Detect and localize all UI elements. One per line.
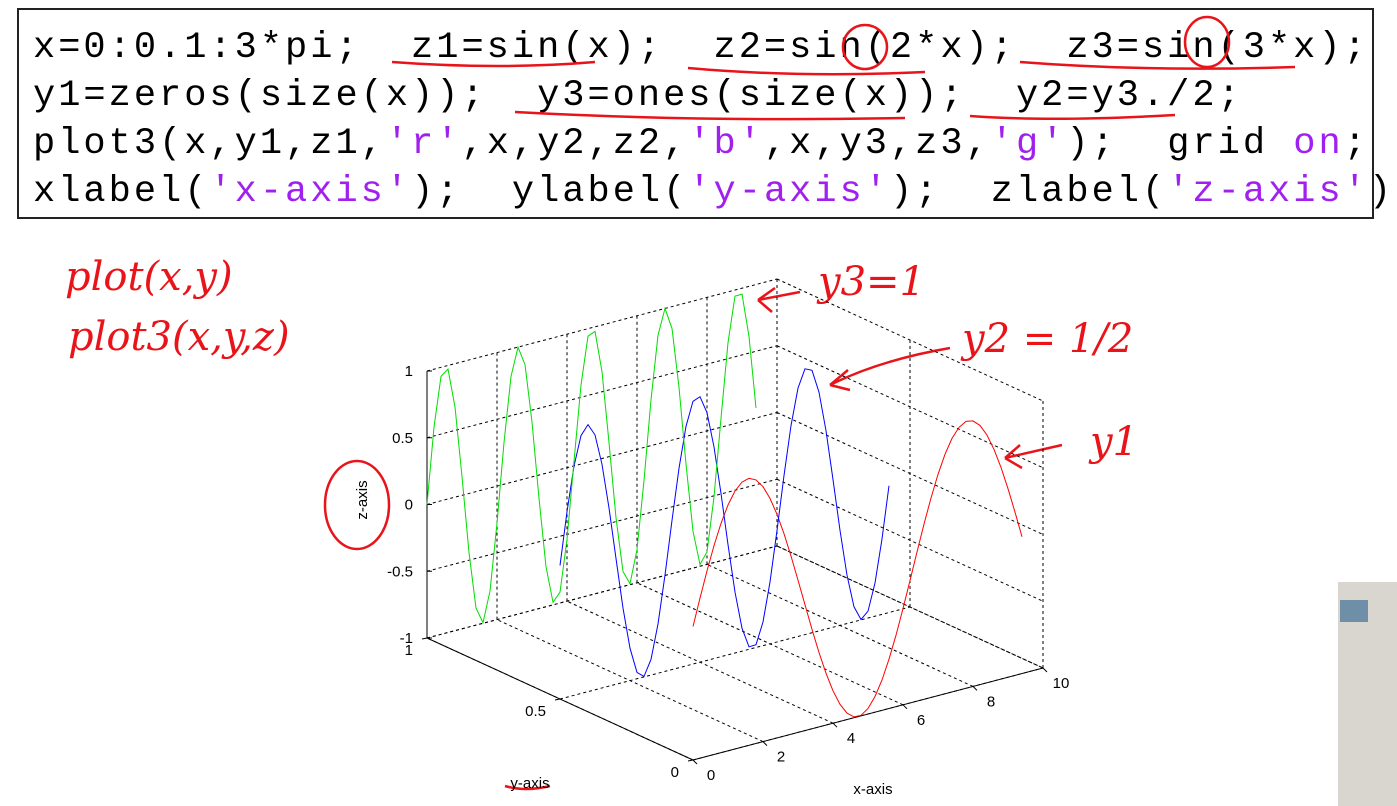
grid-line [776,278,1044,402]
code-text: ); zlabel( [889,171,1168,213]
annotation: y3=1 [816,259,925,305]
code-text: x=0:0.1:3*pi; z1=sin(x); z2=sin(2*x); z3… [33,27,1369,69]
code-line: y1=zeros(size(x)); y3=ones(size(x)); y2=… [33,72,1372,120]
code-string: 'b' [688,123,764,165]
x-tick-label: 2 [777,749,785,766]
circle [1183,15,1231,69]
y-tick-label: 0.5 [525,703,546,720]
y-axis-label: y-axis [510,775,549,792]
code-string: 'y-axis' [688,171,890,213]
arrow [829,346,951,392]
code-string: 'g' [990,123,1067,165]
code-string: 'z-axis' [1167,171,1369,213]
x-axis-label: x-axis [853,781,892,798]
code-text: ,x,y2,z2, [461,123,689,165]
code-string: on [1293,123,1344,165]
circle [841,23,889,71]
tick-mark [687,759,694,762]
code-string: 'r' [385,123,462,165]
z-tick-label: -0.5 [387,563,413,580]
x-tick-label: 10 [1053,675,1070,692]
x-tick-label: 0 [707,767,715,784]
x-tick-label: 6 [917,712,925,729]
z-tick-label: 1 [405,363,413,380]
circle [323,459,391,551]
data-line [426,293,757,625]
code-text: ); [1368,171,1397,213]
code-string: 'x-axis' [209,171,412,213]
code-line: plot3(x,y1,z1,'r',x,y2,z2,'b',x,y3,z3,'g… [33,120,1372,168]
grid-line [426,545,778,639]
annotation: plot3(x,y,z) [68,314,290,360]
z-tick-label: 0.5 [392,430,413,447]
code-text: ); grid [1066,123,1294,165]
grid-line [776,412,1044,535]
code-line: x=0:0.1:3*pi; z1=sin(x); z2=sin(2*x); z3… [33,24,1372,72]
grid-line [426,412,778,505]
z-axis-label: z-axis [354,480,371,519]
arrow [1004,443,1063,470]
x-tick-label: 8 [987,693,995,710]
tick-mark [762,741,768,746]
data-line [559,368,890,678]
handwritten-marks [323,15,1296,791]
y-tick-label: 1 [405,642,413,659]
code-text: xlabel( [33,171,210,213]
underline [391,60,1296,791]
tick-mark [554,698,561,701]
y-tick-label: 0 [671,764,679,781]
code-text: ); ylabel( [411,171,689,213]
z-tick-label: -1 [400,630,413,647]
tick-mark [1042,667,1048,673]
tick-mark [692,759,698,765]
grid-line [776,478,1044,602]
code-text: y1=zeros(size(x)); y3=ones(size(x)); y2=… [33,75,1243,117]
x-tick-label: 4 [847,730,855,747]
tick-mark [972,686,978,691]
grid-line [559,606,911,700]
code-text: plot3(x,y1,z1, [33,123,386,165]
webcam-picture [1340,600,1368,622]
annotation: plot(x,y) [65,254,233,300]
code-box: x=0:0.1:3*pi; z1=sin(x); z2=sin(2*x); z3… [17,8,1397,219]
tick-mark [832,722,838,728]
code-line: xlabel('x-axis'); ylabel('y-axis'); zlab… [33,168,1397,216]
grid-line [776,345,1044,469]
grid-line [426,278,778,372]
code-text: ,x,y3,z3, [763,123,991,165]
grid-line [776,545,1044,669]
tick-mark [902,704,908,710]
arrow [757,286,801,313]
axis-line [692,667,1044,761]
data-line [692,420,1023,718]
annotation: y2 = 1/2 [960,316,1133,362]
z-tick-label: 0 [405,497,413,514]
grid-line [426,345,778,439]
grid-line [426,478,778,572]
tick-mark [421,637,428,640]
annotation: y1 [1088,419,1138,465]
code-text: ; [1343,123,1369,165]
